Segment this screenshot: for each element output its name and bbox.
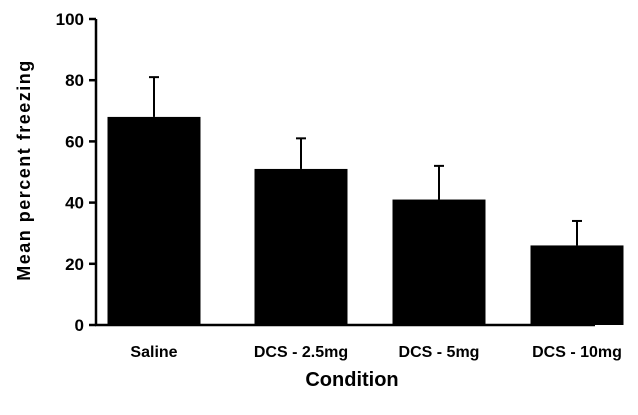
y-axis-title: Mean percent freezing: [14, 59, 34, 281]
error-bar: [572, 219, 582, 246]
y-tick-label: 20: [65, 255, 84, 274]
x-tick-label: Saline: [130, 344, 177, 361]
error-bar: [149, 76, 159, 117]
x-tick-label: DCS - 2.5mg: [254, 344, 348, 361]
x-tick-label: DCS - 10mg: [532, 344, 622, 361]
bar: [392, 199, 486, 325]
error-bars: [149, 76, 582, 246]
y-tick-label: 40: [65, 194, 84, 213]
x-axis-title: Condition: [305, 369, 398, 391]
y-tick-label: 100: [56, 10, 84, 29]
y-tick-label: 60: [65, 132, 84, 151]
category-labels: Saline DCS - 2.5mg DCS - 5mg DCS - 10mg: [130, 344, 621, 361]
bars: [107, 116, 624, 325]
error-bar: [296, 137, 306, 169]
bar: [254, 168, 348, 325]
y-tick-label: 80: [65, 71, 84, 90]
y-axis: 0 20 40 60 80 100: [56, 10, 98, 335]
error-bar: [434, 164, 444, 200]
bar: [107, 116, 201, 325]
x-tick-label: DCS - 5mg: [399, 344, 480, 361]
bar: [530, 245, 624, 325]
y-tick-label: 0: [75, 316, 84, 335]
